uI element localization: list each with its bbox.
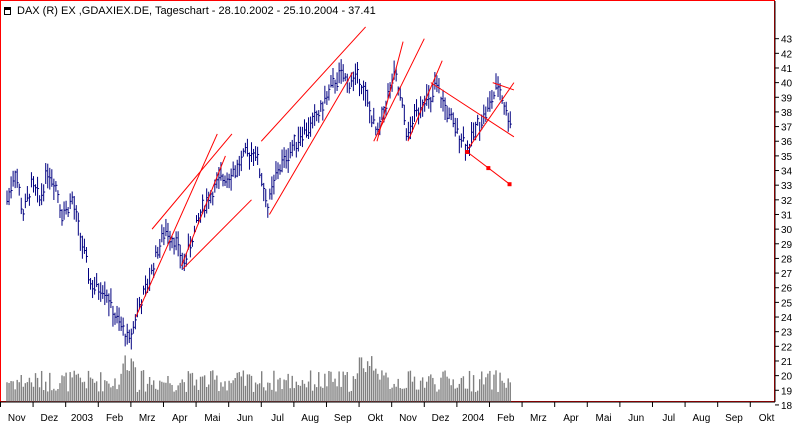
y-tick-label: 23 — [781, 328, 793, 339]
trend-line — [376, 41, 404, 142]
x-tick-label: Feb — [497, 413, 515, 424]
y-tick-label: 27 — [781, 269, 793, 280]
trend-line — [135, 133, 218, 318]
y-tick-label: 32 — [781, 196, 793, 207]
x-tick-label: Sep — [334, 413, 352, 424]
y-tick-label: 28 — [781, 254, 793, 265]
trend-line — [492, 82, 515, 91]
y-tick-label: 21 — [781, 357, 793, 368]
y-tick-label: 40 — [781, 79, 793, 90]
projection-point — [507, 182, 512, 187]
x-tick-label: Jul — [662, 413, 675, 424]
x-tick-label: Aug — [301, 413, 319, 424]
plot-frame — [0, 0, 775, 402]
y-tick-label: 37 — [781, 123, 793, 134]
x-tick-label: Dez — [40, 413, 58, 424]
trend-line — [260, 26, 366, 142]
x-tick-label: 2003 — [71, 413, 94, 424]
x-tick-label: Mrz — [139, 413, 156, 424]
y-tick-label: 34 — [781, 167, 793, 178]
x-tick-label: Jun — [237, 413, 253, 424]
y-tick-label: 18 — [781, 401, 793, 412]
y-tick-label: 30 — [781, 225, 793, 236]
y-tick-label: 39 — [781, 93, 793, 104]
y-tick-label: 25 — [781, 298, 793, 309]
trend-line — [430, 82, 515, 138]
pin-icon[interactable] — [4, 7, 11, 15]
trend-line — [467, 82, 515, 149]
y-tick-label: 38 — [781, 108, 793, 119]
y-tick-label: 22 — [781, 342, 793, 353]
x-tick-label: Apr — [172, 413, 188, 424]
x-tick-label: Mrz — [530, 413, 547, 424]
projection-point — [486, 166, 491, 171]
y-tick-label: 41 — [781, 64, 793, 75]
y-tick-label: 35 — [781, 152, 793, 163]
x-tick-label: Jul — [271, 413, 284, 424]
trend-line — [407, 60, 443, 142]
y-tick-label: 26 — [781, 284, 793, 295]
y-tick-label: 20 — [781, 372, 793, 383]
x-tick-label: Jun — [628, 413, 644, 424]
x-tick-label: Okt — [368, 413, 384, 424]
chart-title: DAX (R) EX ,GDAXIEX.DE, Tageschart - 28.… — [17, 5, 376, 17]
trend-channels — [135, 26, 515, 318]
trend-line — [268, 72, 353, 215]
x-tick-label: Nov — [399, 413, 417, 424]
projection-point — [465, 149, 470, 154]
x-tick-label: Feb — [106, 413, 124, 424]
x-tick-label: Okt — [759, 413, 775, 424]
x-tick-label: Mai — [204, 413, 220, 424]
volume-bars — [6, 355, 511, 402]
trend-line — [373, 38, 425, 142]
x-tick-label: Apr — [563, 413, 579, 424]
y-tick-label: 42 — [781, 49, 793, 60]
y-axis: 18 19 20 21 22 23 24 25 26 27 28 29 30 31 32 33 34 35 36 37… — [774, 1, 793, 412]
x-tick-label: Nov — [8, 413, 26, 424]
y-tick-label: 24 — [781, 313, 793, 324]
x-axis: Nov Dez 2003 Feb Mrz Apr Mai Jun Jul Aug Sep Okt Nov… — [0, 401, 775, 424]
y-tick-label: 19 — [781, 386, 793, 397]
chart-title-row: DAX (R) EX ,GDAXIEX.DE, Tageschart - 28.… — [4, 3, 376, 19]
trend-line — [182, 199, 252, 270]
x-tick-label: Sep — [725, 413, 743, 424]
y-tick-label: 31 — [781, 210, 793, 221]
y-tick-label: 33 — [781, 181, 793, 192]
x-tick-label: 2004 — [462, 413, 485, 424]
x-tick-label: Dez — [432, 413, 450, 424]
y-tick-label: 36 — [781, 137, 793, 148]
trend-line — [180, 155, 226, 266]
x-tick-label: Mai — [596, 413, 612, 424]
price-bars — [6, 59, 512, 350]
x-tick-label: Aug — [692, 413, 710, 424]
y-tick-label: 43 — [781, 35, 793, 46]
y-tick-label: 29 — [781, 240, 793, 251]
trend-line — [151, 133, 233, 230]
